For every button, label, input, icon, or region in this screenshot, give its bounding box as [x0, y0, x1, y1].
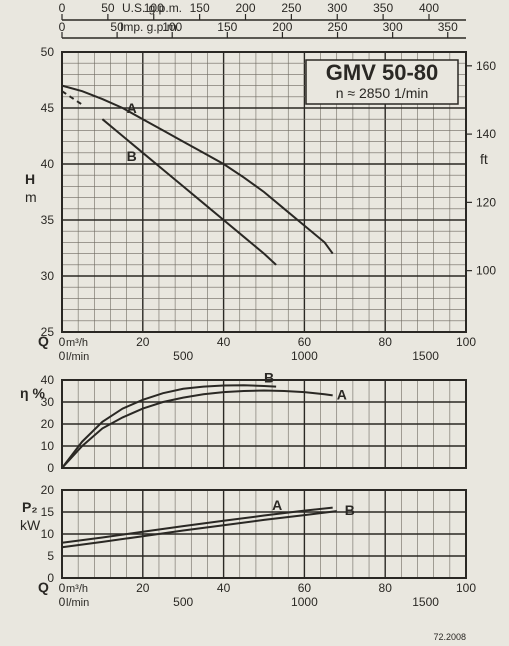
svg-text:120: 120 — [476, 195, 496, 209]
top-axes: 050100150200250300350400U.S. g.p.m.05010… — [59, 1, 466, 38]
head-panel: 253035404550Hm100120140160ftABGMV 50-80n… — [25, 45, 496, 339]
power-panel: 05101520P₂kWAB — [20, 483, 466, 585]
svg-text:20: 20 — [136, 581, 150, 595]
svg-text:0: 0 — [47, 461, 54, 475]
svg-text:l/min: l/min — [66, 597, 89, 609]
svg-text:100: 100 — [456, 581, 476, 595]
pump-curve-svg: 050100150200250300350400U.S. g.p.m.05010… — [0, 0, 509, 646]
eta-label-A: A — [337, 386, 347, 402]
impgpm-label: Imp. g.p.m. — [120, 20, 180, 34]
usgpm-label: U.S. g.p.m. — [122, 1, 182, 15]
svg-text:60: 60 — [298, 581, 312, 595]
svg-text:500: 500 — [173, 595, 193, 609]
svg-text:0: 0 — [59, 581, 66, 595]
svg-text:m³/h: m³/h — [66, 337, 88, 349]
svg-text:m³/h: m³/h — [66, 583, 88, 595]
svg-text:1000: 1000 — [291, 595, 318, 609]
svg-text:80: 80 — [379, 581, 393, 595]
svg-text:160: 160 — [476, 59, 496, 73]
pump-curve-datasheet: { "product": { "model": "GMV 50-80", "sp… — [0, 0, 509, 646]
eta-label-B: B — [264, 369, 274, 385]
impgpm-tick: 150 — [217, 20, 237, 34]
head-label-A: A — [127, 100, 137, 116]
head-ylabel-ft: ft — [480, 151, 488, 167]
svg-text:40: 40 — [217, 335, 231, 349]
power-label-B: B — [345, 502, 355, 518]
impgpm-tick: 0 — [59, 20, 66, 34]
svg-text:500: 500 — [173, 349, 193, 363]
svg-text:100: 100 — [476, 264, 496, 278]
svg-text:1500: 1500 — [412, 349, 439, 363]
impgpm-tick: 250 — [328, 20, 348, 34]
svg-text:10: 10 — [41, 527, 55, 541]
model-title: GMV 50-80 — [326, 60, 439, 85]
svg-text:1000: 1000 — [291, 349, 318, 363]
svg-text:30: 30 — [41, 269, 55, 283]
power-label-A: A — [272, 497, 282, 513]
svg-text:0: 0 — [59, 335, 66, 349]
usgpm-tick: 300 — [327, 1, 347, 15]
x-axis: 0 20 40 60 80 100 Qm³/h0 500 1000 1500 l/min — [38, 579, 476, 609]
power-ylabel-kW: kW — [20, 517, 41, 533]
usgpm-tick: 0 — [59, 1, 66, 15]
power-ylabel-P2: P₂ — [22, 499, 38, 515]
head-ylabel-m: m — [25, 189, 37, 205]
svg-text:20: 20 — [41, 417, 55, 431]
svg-text:l/min: l/min — [66, 351, 89, 363]
svg-text:20: 20 — [41, 483, 55, 497]
impgpm-tick: 300 — [383, 20, 403, 34]
svg-text:0: 0 — [59, 349, 66, 363]
svg-text:Q: Q — [38, 579, 49, 595]
svg-text:50: 50 — [41, 45, 55, 59]
head-ylabel-H: H — [25, 171, 35, 187]
svg-text:45: 45 — [41, 101, 55, 115]
svg-text:40: 40 — [41, 157, 55, 171]
usgpm-tick: 350 — [373, 1, 393, 15]
model-speed: n ≈ 2850 1/min — [336, 85, 429, 101]
svg-text:140: 140 — [476, 127, 496, 141]
eta-ylabel: η % — [20, 385, 45, 401]
svg-text:20: 20 — [136, 335, 150, 349]
impgpm-tick: 350 — [438, 20, 458, 34]
svg-text:80: 80 — [379, 335, 393, 349]
head-label-B: B — [127, 148, 137, 164]
usgpm-tick: 150 — [190, 1, 210, 15]
impgpm-tick: 200 — [272, 20, 292, 34]
usgpm-tick: 50 — [101, 1, 115, 15]
svg-text:100: 100 — [456, 335, 476, 349]
svg-text:0: 0 — [59, 595, 66, 609]
svg-text:10: 10 — [41, 439, 55, 453]
eta-panel: 010203040η %AB — [20, 369, 466, 475]
usgpm-tick: 400 — [419, 1, 439, 15]
svg-text:5: 5 — [47, 549, 54, 563]
x-axis: 0 20 40 60 80 100 Qm³/h0 500 1000 1500 l/min — [38, 333, 476, 363]
usgpm-tick: 200 — [235, 1, 255, 15]
svg-text:Q: Q — [38, 333, 49, 349]
usgpm-tick: 250 — [281, 1, 301, 15]
svg-text:1500: 1500 — [412, 595, 439, 609]
footer-code: 72.2008 — [433, 632, 466, 642]
svg-text:15: 15 — [41, 505, 55, 519]
svg-text:35: 35 — [41, 213, 55, 227]
svg-text:60: 60 — [298, 335, 312, 349]
svg-text:40: 40 — [217, 581, 231, 595]
